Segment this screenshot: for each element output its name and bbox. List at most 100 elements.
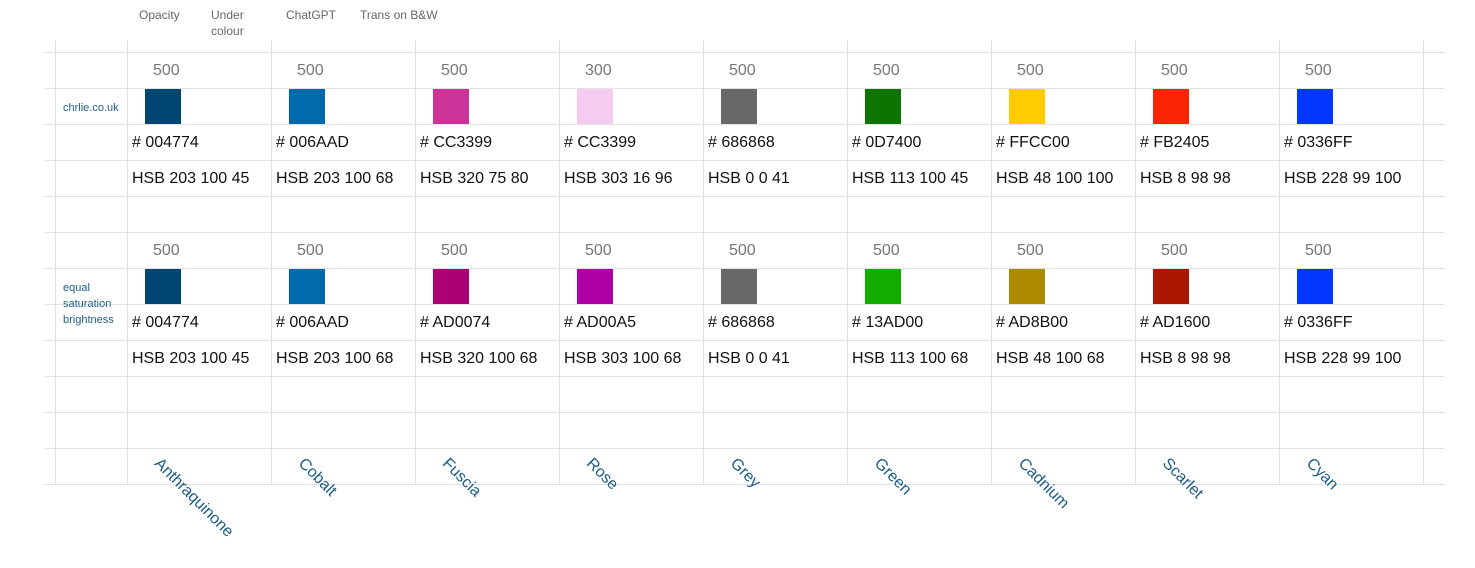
hex-code: # 686868 xyxy=(708,314,775,331)
grid-row-line xyxy=(45,160,1445,161)
hex-code: # CC3399 xyxy=(420,134,493,151)
swatch xyxy=(721,89,757,124)
weight: 500 xyxy=(153,62,180,79)
grid-col-line xyxy=(703,40,704,484)
hex-code: # AD00A5 xyxy=(564,314,637,331)
swatch xyxy=(1009,89,1045,124)
weight: 300 xyxy=(585,62,612,79)
hex-code: # 0336FF xyxy=(1284,134,1353,151)
weight: 500 xyxy=(1305,242,1332,259)
weight: 500 xyxy=(873,62,900,79)
hsb-value: HSB 0 0 41 xyxy=(708,350,790,367)
grid-row-line xyxy=(45,340,1445,341)
grid-col-line xyxy=(1279,40,1280,484)
column-name: Green xyxy=(870,455,915,499)
grid-row-line xyxy=(45,88,1445,89)
swatch xyxy=(1297,269,1333,304)
hsb-value: HSB 228 99 100 xyxy=(1284,350,1402,367)
grid-col-line xyxy=(55,40,56,484)
grid-col-line xyxy=(1135,40,1136,484)
hex-code: # 0D7400 xyxy=(852,134,922,151)
grid-col-line xyxy=(847,40,848,484)
column-name: Fuscia xyxy=(438,455,485,501)
swatch xyxy=(1153,269,1189,304)
swatch xyxy=(577,269,613,304)
hsb-value: HSB 320 75 80 xyxy=(420,170,529,187)
hsb-value: HSB 320 100 68 xyxy=(420,350,538,367)
row-label: chrlie.co.uk xyxy=(63,102,119,114)
weight: 500 xyxy=(1161,242,1188,259)
grid-col-line xyxy=(415,40,416,484)
swatch xyxy=(1297,89,1333,124)
swatch xyxy=(433,89,469,124)
hex-code: # 686868 xyxy=(708,134,775,151)
weight: 500 xyxy=(441,62,468,79)
grid-col-line xyxy=(271,40,272,484)
hsb-value: HSB 228 99 100 xyxy=(1284,170,1402,187)
swatch xyxy=(721,269,757,304)
swatch xyxy=(145,269,181,304)
grid-row-line xyxy=(45,484,1445,485)
swatch xyxy=(577,89,613,124)
hex-code: # 13AD00 xyxy=(852,314,924,331)
header-label: Opacity xyxy=(139,8,180,22)
grid-row-line xyxy=(45,448,1445,449)
hsb-value: HSB 303 16 96 xyxy=(564,170,673,187)
hsb-value: HSB 203 100 45 xyxy=(132,170,250,187)
weight: 500 xyxy=(297,242,324,259)
hsb-value: HSB 8 98 98 xyxy=(1140,170,1231,187)
grid-col-line xyxy=(1423,40,1424,484)
swatch xyxy=(1153,89,1189,124)
grid-row-line xyxy=(45,412,1445,413)
hsb-value: HSB 48 100 68 xyxy=(996,350,1105,367)
weight: 500 xyxy=(585,242,612,259)
grid-col-line xyxy=(991,40,992,484)
grid-row-line xyxy=(45,268,1445,269)
hsb-value: HSB 113 100 45 xyxy=(852,170,969,187)
column-name: Anthraquinone xyxy=(150,455,237,541)
header-label: Under colour xyxy=(211,8,244,38)
header-label: Trans on B&W xyxy=(360,8,438,22)
weight: 500 xyxy=(297,62,324,79)
weight: 500 xyxy=(1017,62,1044,79)
hex-code: # 0336FF xyxy=(1284,314,1353,331)
column-name: Rose xyxy=(582,455,622,494)
weight: 500 xyxy=(1017,242,1044,259)
hsb-value: HSB 8 98 98 xyxy=(1140,350,1231,367)
grid-row-line xyxy=(45,376,1445,377)
hex-code: # AD8B00 xyxy=(996,314,1069,331)
grid-row-line xyxy=(45,124,1445,125)
hex-code: # FB2405 xyxy=(1140,134,1210,151)
grid-row-line xyxy=(45,304,1445,305)
swatch xyxy=(289,89,325,124)
swatch xyxy=(433,269,469,304)
grid-row-line xyxy=(45,196,1445,197)
hsb-value: HSB 303 100 68 xyxy=(564,350,682,367)
swatch xyxy=(289,269,325,304)
column-name: Cobalt xyxy=(294,455,340,500)
hsb-value: HSB 0 0 41 xyxy=(708,170,790,187)
hex-code: # 004774 xyxy=(132,134,199,151)
weight: 500 xyxy=(1161,62,1188,79)
hsb-value: HSB 113 100 68 xyxy=(852,350,969,367)
weight: 500 xyxy=(1305,62,1332,79)
hsb-value: HSB 203 100 45 xyxy=(132,350,250,367)
weight: 500 xyxy=(729,62,756,79)
hsb-value: HSB 203 100 68 xyxy=(276,350,394,367)
grid-row-line xyxy=(45,232,1445,233)
swatch xyxy=(865,269,901,304)
weight: 500 xyxy=(873,242,900,259)
swatch xyxy=(865,89,901,124)
hex-code: # AD1600 xyxy=(1140,314,1211,331)
row-label: equal saturation brightness xyxy=(63,282,114,326)
hsb-value: HSB 48 100 100 xyxy=(996,170,1114,187)
column-name: Scarlet xyxy=(1158,455,1207,503)
weight: 500 xyxy=(729,242,756,259)
weight: 500 xyxy=(441,242,468,259)
header-label: ChatGPT xyxy=(286,8,337,22)
hex-code: # 006AAD xyxy=(276,134,349,151)
hex-code: # FFCC00 xyxy=(996,134,1070,151)
hex-code: # 004774 xyxy=(132,314,199,331)
column-name: Grey xyxy=(726,455,764,492)
